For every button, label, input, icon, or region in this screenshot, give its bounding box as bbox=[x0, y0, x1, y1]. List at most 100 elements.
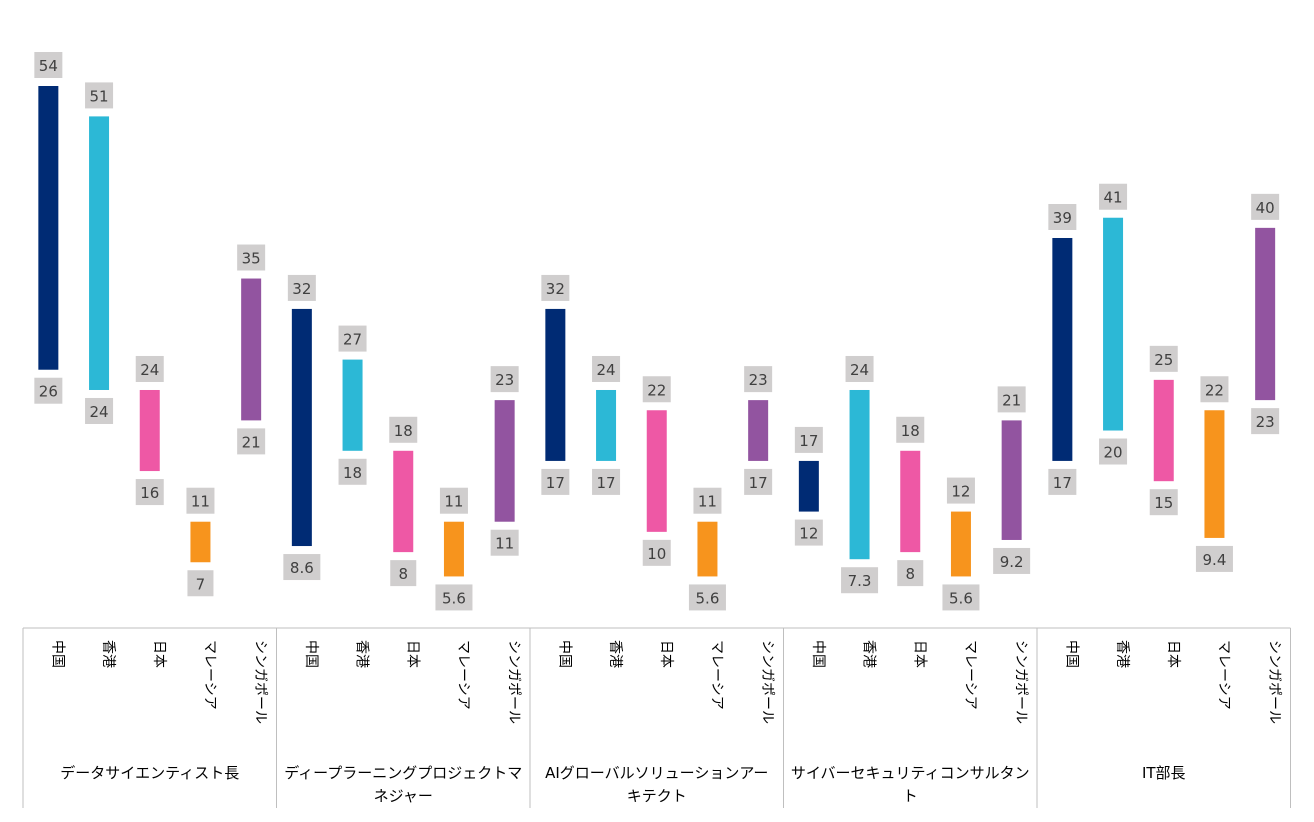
data-label-box bbox=[135, 479, 164, 506]
low-data-label: 24 bbox=[90, 403, 109, 421]
group-label: ト bbox=[903, 787, 918, 805]
low-data-label: 5.6 bbox=[949, 589, 973, 607]
data-label-box bbox=[85, 82, 114, 109]
low-data-label: 9.4 bbox=[1203, 551, 1227, 569]
data-label-box bbox=[693, 487, 722, 514]
low-data-label: 10 bbox=[647, 545, 666, 563]
data-label-box bbox=[1048, 203, 1077, 230]
data-label-box bbox=[744, 366, 773, 393]
high-data-label: 51 bbox=[90, 87, 109, 105]
data-label-box bbox=[1251, 408, 1280, 435]
low-data-label: 17 bbox=[597, 474, 616, 492]
data-label-box bbox=[592, 468, 621, 495]
high-data-label: 25 bbox=[1154, 351, 1173, 369]
data-label-box bbox=[435, 584, 473, 611]
data-label-box bbox=[439, 487, 468, 514]
category-tick-label: マレーシア bbox=[1215, 640, 1231, 710]
high-data-label: 24 bbox=[597, 361, 616, 379]
range-bar bbox=[38, 86, 59, 370]
category-tick-label: 中国 bbox=[49, 640, 65, 668]
category-tick-label: シンガポール bbox=[506, 640, 522, 724]
low-data-label: 9.2 bbox=[1000, 553, 1024, 571]
data-label-box bbox=[237, 244, 266, 271]
high-data-label: 12 bbox=[951, 483, 970, 501]
low-data-label: 12 bbox=[799, 525, 818, 543]
high-data-label: 39 bbox=[1053, 209, 1072, 227]
low-data-label: 20 bbox=[1104, 444, 1123, 462]
category-tick-label: マレーシア bbox=[201, 640, 217, 710]
category-tick-label: 香港 bbox=[861, 640, 877, 668]
low-data-label: 16 bbox=[140, 484, 159, 502]
high-data-label: 11 bbox=[444, 493, 463, 511]
range-bar bbox=[1255, 227, 1276, 401]
data-label-box bbox=[841, 567, 879, 594]
high-data-label: 22 bbox=[647, 381, 666, 399]
data-label-box bbox=[135, 355, 164, 382]
low-data-label: 17 bbox=[1053, 474, 1072, 492]
data-label-box bbox=[794, 426, 823, 453]
data-label-box bbox=[794, 519, 823, 546]
range-bar bbox=[1153, 379, 1174, 482]
range-bar bbox=[241, 278, 262, 421]
range-bar bbox=[596, 389, 617, 461]
high-data-label: 11 bbox=[191, 493, 210, 511]
data-label-box bbox=[1251, 193, 1280, 220]
category-tick-label: 日本 bbox=[658, 640, 674, 668]
group-label: AIグローバルソリューションアー bbox=[545, 764, 768, 782]
group-label: ネジャー bbox=[374, 787, 433, 805]
data-label-box bbox=[338, 325, 367, 352]
data-label-box bbox=[490, 529, 519, 556]
data-label-box bbox=[993, 547, 1031, 574]
range-bar bbox=[1001, 420, 1022, 540]
low-data-label: 8 bbox=[398, 565, 408, 583]
category-tick-label: 香港 bbox=[1114, 640, 1130, 668]
data-label-box bbox=[1195, 545, 1233, 572]
range-bar bbox=[342, 359, 363, 451]
data-label-box bbox=[1099, 438, 1128, 465]
high-data-label: 21 bbox=[1002, 391, 1021, 409]
category-tick-label: マレーシア bbox=[455, 640, 471, 710]
data-label-box bbox=[1099, 183, 1128, 210]
data-label-box bbox=[1200, 376, 1229, 403]
data-label-box bbox=[997, 386, 1026, 413]
data-label-box bbox=[541, 274, 570, 301]
range-bar bbox=[849, 389, 870, 560]
data-label-box bbox=[186, 487, 215, 514]
data-label-box bbox=[390, 560, 417, 587]
range-bar bbox=[190, 521, 211, 563]
data-label-box bbox=[34, 377, 63, 404]
low-data-label: 8.6 bbox=[290, 559, 314, 577]
low-data-label: 23 bbox=[1256, 413, 1275, 431]
category-tick-label: 中国 bbox=[556, 640, 572, 668]
category-tick-label: 香港 bbox=[100, 640, 116, 668]
range-bar bbox=[89, 116, 110, 390]
category-tick-label: シンガポール bbox=[1266, 640, 1282, 724]
range-bar bbox=[545, 308, 566, 461]
data-label-box bbox=[237, 428, 266, 455]
data-label-box bbox=[283, 554, 321, 581]
range-bar bbox=[393, 450, 414, 553]
category-tick-label: 日本 bbox=[1165, 640, 1181, 668]
data-label-box bbox=[1149, 489, 1178, 516]
high-data-label: 23 bbox=[749, 371, 768, 389]
low-data-label: 11 bbox=[495, 535, 514, 553]
category-tick-label: 中国 bbox=[303, 640, 319, 668]
category-tick-label: シンガポール bbox=[1013, 640, 1029, 724]
low-data-label: 17 bbox=[546, 474, 565, 492]
data-label-box bbox=[896, 416, 925, 443]
category-tick-label: マレーシア bbox=[962, 640, 978, 710]
group-label: データサイエンティスト長 bbox=[60, 764, 239, 782]
high-data-label: 32 bbox=[292, 280, 311, 298]
range-bar bbox=[443, 521, 464, 577]
data-label-box bbox=[942, 584, 980, 611]
range-bar bbox=[748, 400, 769, 461]
high-data-label: 40 bbox=[1256, 199, 1275, 217]
category-tick-label: シンガポール bbox=[759, 640, 775, 724]
low-data-label: 7 bbox=[196, 575, 206, 593]
category-tick-label: シンガポール bbox=[252, 640, 268, 724]
low-data-label: 18 bbox=[343, 464, 362, 482]
data-label-box bbox=[946, 477, 975, 504]
data-label-box bbox=[187, 570, 214, 597]
group-label: ディープラーニングプロジェクトマ bbox=[284, 764, 522, 782]
low-data-label: 8 bbox=[905, 565, 915, 583]
